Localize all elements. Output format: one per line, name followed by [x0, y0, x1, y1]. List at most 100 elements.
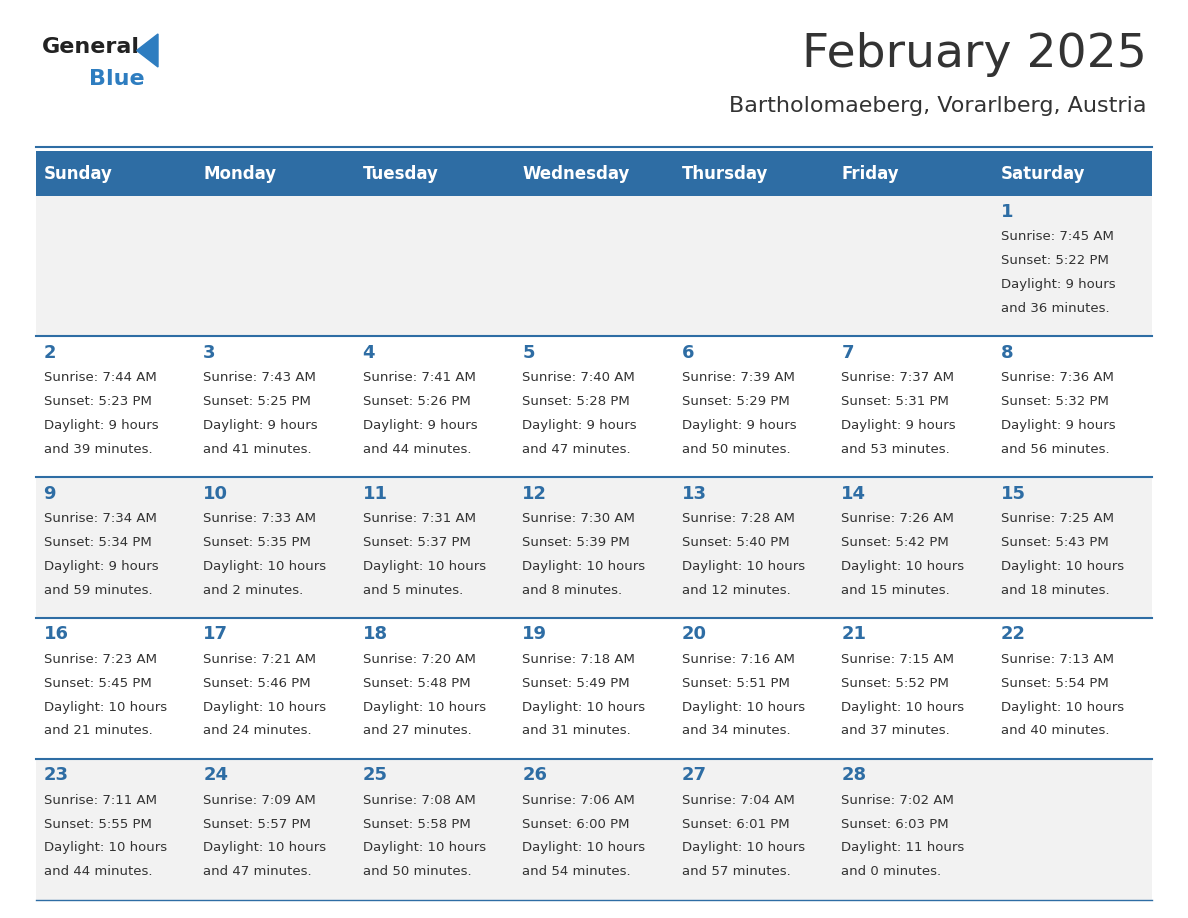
Bar — [36, 196, 195, 336]
Text: Sunset: 5:25 PM: Sunset: 5:25 PM — [203, 395, 311, 409]
Text: Daylight: 10 hours: Daylight: 10 hours — [1000, 560, 1124, 573]
Text: Daylight: 9 hours: Daylight: 9 hours — [44, 560, 158, 573]
Text: and 8 minutes.: and 8 minutes. — [523, 584, 623, 597]
Text: Blue: Blue — [89, 69, 145, 89]
Text: 17: 17 — [203, 625, 228, 644]
Bar — [514, 196, 674, 336]
Text: Sunrise: 7:31 AM: Sunrise: 7:31 AM — [362, 512, 475, 525]
Bar — [514, 759, 674, 900]
Bar — [355, 336, 514, 477]
Text: Sunset: 5:39 PM: Sunset: 5:39 PM — [523, 536, 630, 549]
Text: and 56 minutes.: and 56 minutes. — [1000, 442, 1110, 456]
Text: 22: 22 — [1000, 625, 1025, 644]
Bar — [674, 759, 833, 900]
Bar — [36, 151, 195, 196]
Text: Monday: Monday — [203, 164, 277, 183]
Text: 9: 9 — [44, 485, 56, 502]
Text: and 40 minutes.: and 40 minutes. — [1000, 724, 1110, 737]
Bar — [36, 336, 195, 477]
Text: Sunset: 5:35 PM: Sunset: 5:35 PM — [203, 536, 311, 549]
Text: Bartholomaeberg, Vorarlberg, Austria: Bartholomaeberg, Vorarlberg, Austria — [729, 96, 1146, 117]
Bar — [195, 618, 355, 759]
Text: Sunrise: 7:43 AM: Sunrise: 7:43 AM — [203, 371, 316, 385]
Text: Sunrise: 7:25 AM: Sunrise: 7:25 AM — [1000, 512, 1114, 525]
Text: Sunrise: 7:37 AM: Sunrise: 7:37 AM — [841, 371, 954, 385]
Text: 25: 25 — [362, 767, 387, 784]
Text: Sunday: Sunday — [44, 164, 113, 183]
Text: and 37 minutes.: and 37 minutes. — [841, 724, 950, 737]
Text: Sunset: 6:00 PM: Sunset: 6:00 PM — [523, 818, 630, 831]
Text: Sunset: 5:58 PM: Sunset: 5:58 PM — [362, 818, 470, 831]
Text: and 31 minutes.: and 31 minutes. — [523, 724, 631, 737]
Polygon shape — [137, 34, 158, 67]
Text: Sunset: 5:57 PM: Sunset: 5:57 PM — [203, 818, 311, 831]
Bar — [195, 477, 355, 618]
Text: 13: 13 — [682, 485, 707, 502]
Text: Sunrise: 7:16 AM: Sunrise: 7:16 AM — [682, 653, 795, 666]
Text: Daylight: 10 hours: Daylight: 10 hours — [523, 700, 645, 713]
Text: 26: 26 — [523, 767, 548, 784]
Text: Sunrise: 7:34 AM: Sunrise: 7:34 AM — [44, 512, 157, 525]
Bar — [195, 151, 355, 196]
Bar — [674, 477, 833, 618]
Text: 2: 2 — [44, 343, 56, 362]
Text: and 18 minutes.: and 18 minutes. — [1000, 584, 1110, 597]
Text: Daylight: 10 hours: Daylight: 10 hours — [203, 700, 327, 713]
Text: 21: 21 — [841, 625, 866, 644]
Bar — [195, 196, 355, 336]
Text: Sunrise: 7:36 AM: Sunrise: 7:36 AM — [1000, 371, 1113, 385]
Text: February 2025: February 2025 — [802, 32, 1146, 77]
Bar — [993, 759, 1152, 900]
Text: 5: 5 — [523, 343, 535, 362]
Bar — [674, 618, 833, 759]
Bar — [993, 618, 1152, 759]
Text: Sunset: 5:32 PM: Sunset: 5:32 PM — [1000, 395, 1108, 409]
Text: Sunrise: 7:08 AM: Sunrise: 7:08 AM — [362, 794, 475, 807]
Text: Daylight: 10 hours: Daylight: 10 hours — [682, 842, 804, 855]
Text: and 44 minutes.: and 44 minutes. — [362, 442, 472, 456]
Bar — [674, 336, 833, 477]
Bar — [195, 759, 355, 900]
Text: Sunset: 5:28 PM: Sunset: 5:28 PM — [523, 395, 630, 409]
Text: 19: 19 — [523, 625, 548, 644]
Text: and 47 minutes.: and 47 minutes. — [523, 442, 631, 456]
Text: Sunset: 5:54 PM: Sunset: 5:54 PM — [1000, 677, 1108, 689]
Text: 4: 4 — [362, 343, 375, 362]
Bar — [833, 618, 993, 759]
Text: 28: 28 — [841, 767, 866, 784]
Text: 15: 15 — [1000, 485, 1025, 502]
Text: Sunrise: 7:04 AM: Sunrise: 7:04 AM — [682, 794, 795, 807]
Text: Daylight: 9 hours: Daylight: 9 hours — [523, 419, 637, 432]
Text: Saturday: Saturday — [1000, 164, 1086, 183]
Text: and 50 minutes.: and 50 minutes. — [362, 866, 472, 879]
Text: Sunset: 5:49 PM: Sunset: 5:49 PM — [523, 677, 630, 689]
Text: Daylight: 9 hours: Daylight: 9 hours — [841, 419, 956, 432]
Text: Sunrise: 7:44 AM: Sunrise: 7:44 AM — [44, 371, 157, 385]
Text: Sunset: 5:23 PM: Sunset: 5:23 PM — [44, 395, 152, 409]
Text: Sunrise: 7:30 AM: Sunrise: 7:30 AM — [523, 512, 636, 525]
Text: 3: 3 — [203, 343, 216, 362]
Bar — [993, 151, 1152, 196]
Text: 24: 24 — [203, 767, 228, 784]
Text: Sunrise: 7:20 AM: Sunrise: 7:20 AM — [362, 653, 475, 666]
Text: Daylight: 9 hours: Daylight: 9 hours — [362, 419, 478, 432]
Text: Sunset: 6:01 PM: Sunset: 6:01 PM — [682, 818, 789, 831]
Text: Daylight: 10 hours: Daylight: 10 hours — [44, 700, 166, 713]
Bar — [993, 196, 1152, 336]
Text: and 36 minutes.: and 36 minutes. — [1000, 302, 1110, 315]
Text: and 21 minutes.: and 21 minutes. — [44, 724, 152, 737]
Text: Sunrise: 7:13 AM: Sunrise: 7:13 AM — [1000, 653, 1114, 666]
Text: Daylight: 10 hours: Daylight: 10 hours — [1000, 700, 1124, 713]
Text: Tuesday: Tuesday — [362, 164, 438, 183]
Text: Sunset: 5:48 PM: Sunset: 5:48 PM — [362, 677, 470, 689]
Text: and 41 minutes.: and 41 minutes. — [203, 442, 311, 456]
Bar — [355, 196, 514, 336]
Text: Sunrise: 7:40 AM: Sunrise: 7:40 AM — [523, 371, 634, 385]
Bar — [993, 477, 1152, 618]
Text: Sunset: 5:51 PM: Sunset: 5:51 PM — [682, 677, 790, 689]
Text: Sunrise: 7:15 AM: Sunrise: 7:15 AM — [841, 653, 954, 666]
Bar — [514, 618, 674, 759]
Bar — [355, 759, 514, 900]
Bar — [833, 336, 993, 477]
Bar — [514, 336, 674, 477]
